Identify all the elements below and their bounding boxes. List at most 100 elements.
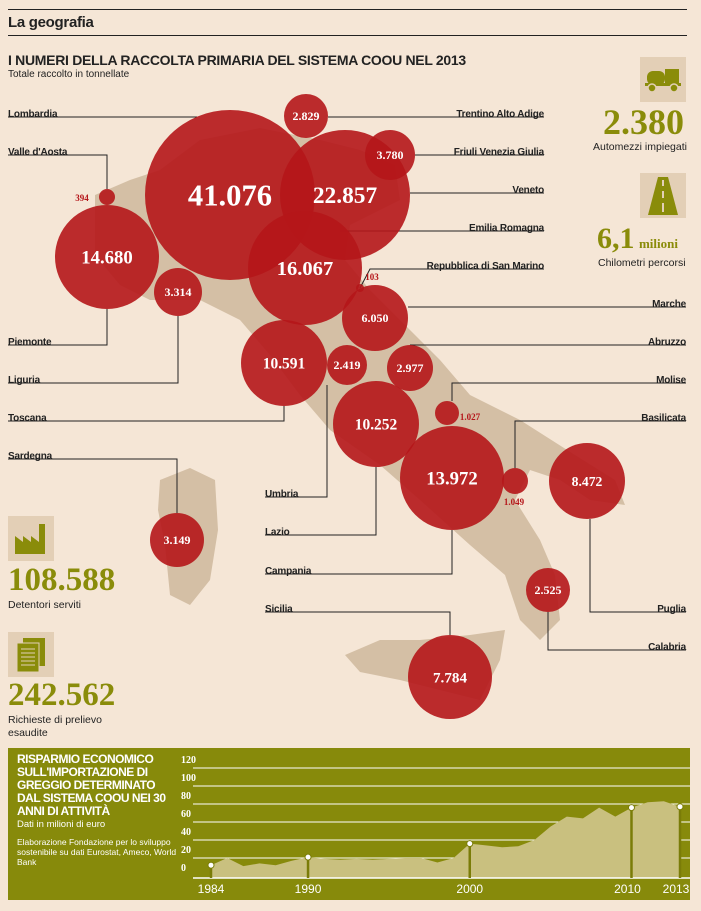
leader-line [8, 316, 179, 384]
bubble-abruzzo [387, 345, 433, 391]
bubble-campania [400, 426, 504, 530]
bubble-value: 2.525 [535, 583, 562, 597]
holders-value: 108.588 [8, 562, 116, 598]
holders-label: Detentori serviti [8, 599, 81, 611]
region-label: Umbria [265, 489, 299, 500]
leader-line [265, 611, 451, 635]
truck-icon [640, 57, 686, 102]
bubble-trentino-alto-adige [284, 94, 328, 138]
bubble-value: 8.472 [572, 474, 603, 489]
requests-label: Richieste di prelievo esaudite [8, 714, 102, 739]
region-label: Veneto [512, 185, 544, 196]
page-title: I NUMERI DELLA RACCOLTA PRIMARIA DEL SIS… [8, 52, 466, 68]
leader-line [514, 420, 686, 468]
bubble-value: 16.067 [277, 258, 333, 280]
savings-chart: 0 20 40 60 80 100 120 1984 1990 2000 2010 2013 [181, 755, 690, 896]
leader-line [8, 406, 285, 422]
section-title: La geografia [8, 14, 94, 31]
bubble-value: 14.680 [81, 248, 132, 269]
bubble-value: 1.027 [460, 412, 481, 422]
y-tick-label: 40 [181, 827, 191, 838]
region-label: Piemonte [8, 337, 52, 348]
savings-chart-panel: RISPARMIO ECONOMICO SULL'IMPORTAZIONE DI… [8, 748, 690, 900]
vehicles-label: Automezzi impiegati [593, 141, 687, 153]
y-tick-label: 80 [181, 791, 191, 802]
bubble-value: 3.149 [164, 533, 191, 547]
chart-source: Elaborazione Fondazione per lo sviluppo … [17, 837, 177, 867]
bubble-value: 2.829 [293, 109, 320, 123]
bubble-repubblica-di-san-marino [356, 284, 364, 292]
km-value: 6,1 [597, 222, 635, 255]
bubble-valle-d-aosta [99, 189, 115, 205]
region-label: Repubblica di San Marino [426, 261, 545, 272]
bubble-puglia [549, 443, 625, 519]
region-label: Trentino Alto Adige [456, 109, 544, 120]
leader-line [8, 458, 178, 513]
km-stat: 6,1 milioni [597, 224, 678, 254]
y-tick-label: 100 [181, 773, 196, 784]
bubble-value: 394 [75, 193, 89, 203]
bubble-value: 3.780 [377, 148, 404, 162]
bubble-value: 2.977 [397, 361, 424, 375]
bubble-value: 22.857 [313, 183, 378, 209]
leader-line [451, 382, 686, 401]
y-tick-label: 20 [181, 845, 191, 856]
data-point [207, 861, 215, 869]
factory-icon [8, 516, 54, 561]
bubble-basilicata [502, 468, 528, 494]
vehicles-value: 2.380 [603, 102, 684, 142]
bubble-emilia-romagna [248, 211, 362, 325]
x-tick-label: 1984 [198, 882, 225, 896]
region-label: Abruzzo [647, 337, 686, 348]
y-tick-label: 120 [181, 755, 196, 766]
region-label: Basilicata [641, 413, 686, 424]
road-icon [640, 173, 686, 218]
region-label: Puglia [657, 604, 686, 615]
region-label: Liguria [8, 375, 40, 386]
bubble-liguria [154, 268, 202, 316]
data-point [676, 803, 684, 811]
requests-value: 242.562 [8, 677, 116, 713]
region-label: Sicilia [265, 604, 293, 615]
region-label: Friuli Venezia Giulia [453, 147, 544, 158]
section-rule [8, 35, 687, 36]
bubble-value: 3.314 [165, 285, 192, 299]
data-point [466, 840, 474, 848]
x-tick-label: 1990 [295, 882, 322, 896]
region-label: Valle d'Aosta [8, 147, 68, 158]
chart-ylabel: Dati in milioni di euro [17, 819, 106, 830]
leader-line [265, 385, 328, 498]
km-label: Chilometri percorsi [598, 257, 686, 269]
bubble-molise [435, 401, 459, 425]
bubble-lazio [333, 381, 419, 467]
region-label: Calabria [648, 642, 686, 653]
bubble-marche [342, 285, 408, 351]
leader-line [265, 530, 453, 575]
x-tick-label: 2010 [614, 882, 641, 896]
km-unit: milioni [638, 236, 678, 251]
bubble-umbria [327, 345, 367, 385]
leader-line [8, 154, 108, 189]
region-label: Toscana [8, 413, 47, 424]
data-point [627, 804, 635, 812]
chart-title: RISPARMIO ECONOMICO SULL'IMPORTAZIONE DI… [17, 752, 166, 818]
bubble-friuli-venezia-giulia [365, 130, 415, 180]
page-subtitle: Totale raccolto in tonnellate [8, 69, 130, 80]
leader-line [547, 612, 686, 651]
bubble-sicilia [408, 635, 492, 719]
region-label: Campania [265, 566, 312, 577]
italy-map: 41.076 22.857 16.067 14.680 13.972 10.591 10.2… [8, 94, 686, 719]
bubble-sardegna [150, 513, 204, 567]
region-label: Lazio [265, 527, 290, 538]
bubble-value: 1.049 [504, 497, 525, 507]
bubble-value: 10.591 [263, 355, 306, 372]
region-label: Lombardia [8, 109, 58, 120]
bubble-value: 2.419 [334, 358, 361, 372]
bubble-value: 13.972 [426, 469, 477, 490]
region-label: Molise [656, 375, 686, 386]
bubble-value: 6.050 [362, 311, 389, 325]
bubble-calabria [526, 568, 570, 612]
bubble-value: 7.784 [433, 670, 467, 686]
region-label: Marche [652, 299, 686, 310]
